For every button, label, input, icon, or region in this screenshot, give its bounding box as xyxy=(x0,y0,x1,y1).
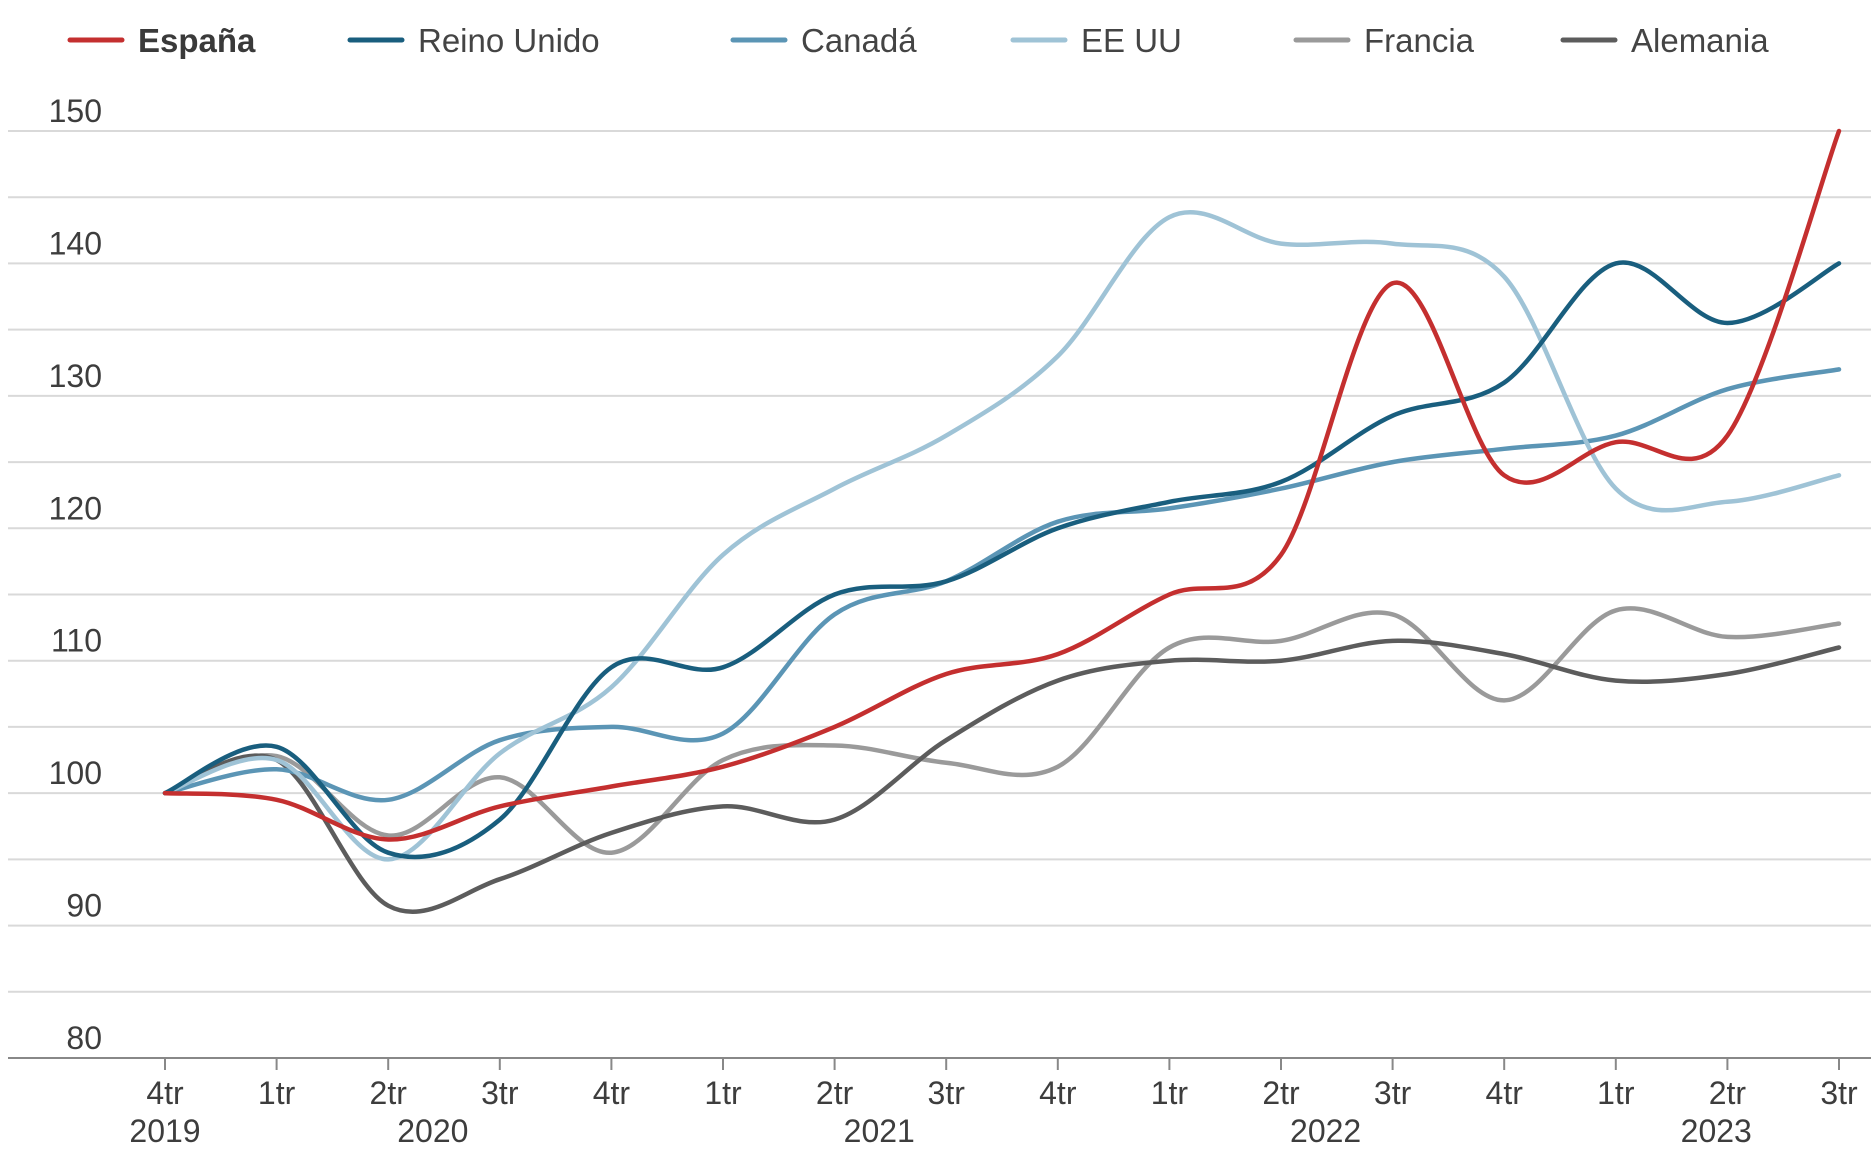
series-line-ee-uu xyxy=(162,209,1842,862)
x-tick-label: 1tr xyxy=(1151,1075,1189,1111)
x-year-label: 2021 xyxy=(844,1113,915,1149)
series-line-alemania xyxy=(162,638,1842,914)
y-tick-label: 150 xyxy=(49,93,102,129)
x-tick-label: 3tr xyxy=(1820,1075,1858,1111)
x-tick-label: 3tr xyxy=(928,1075,966,1111)
legend-label-francia: Francia xyxy=(1364,22,1475,59)
x-tick-label: 1tr xyxy=(258,1075,296,1111)
x-tick-label: 1tr xyxy=(1597,1075,1635,1111)
y-tick-label: 130 xyxy=(49,358,102,394)
y-tick-label: 110 xyxy=(51,623,102,659)
x-tick-label: 4tr xyxy=(1486,1075,1524,1111)
legend-label-espana: España xyxy=(138,22,256,59)
series-line-espana xyxy=(162,128,1842,842)
legend-label-alemania: Alemania xyxy=(1631,22,1769,59)
y-tick-label: 120 xyxy=(49,490,102,526)
legend-label-ee-uu: EE UU xyxy=(1081,22,1182,59)
series-line-francia xyxy=(162,606,1842,855)
x-year-label: 2019 xyxy=(129,1113,200,1149)
x-tick-label: 1tr xyxy=(704,1075,742,1111)
x-tick-label: 3tr xyxy=(481,1075,519,1111)
y-tick-label: 140 xyxy=(49,225,102,261)
legend-label-canada: Canadá xyxy=(801,22,917,59)
x-tick-label: 4tr xyxy=(1039,1075,1077,1111)
series-line-reino-unido xyxy=(162,260,1842,860)
y-tick-label: 90 xyxy=(66,888,102,924)
x-tick-label: 2tr xyxy=(1262,1075,1300,1111)
x-tick-label: 4tr xyxy=(593,1075,631,1111)
legend: España Reino Unido Canadá EE UU Francia Alema… xyxy=(67,22,1769,59)
y-tick-label: 80 xyxy=(66,1020,102,1056)
y-tick-label: 100 xyxy=(49,755,102,791)
x-tick-label: 2tr xyxy=(816,1075,854,1111)
series-lines xyxy=(162,128,1842,914)
x-tick-label: 4tr xyxy=(146,1075,184,1111)
x-tick-label: 2tr xyxy=(1709,1075,1747,1111)
x-tick-labels: 4tr 1tr 2tr 3tr 4tr 1tr 2tr 3tr 4tr 1tr 2tr 3tr 4tr 1… xyxy=(129,1058,1858,1149)
x-tick-label: 3tr xyxy=(1374,1075,1412,1111)
series-line-canada xyxy=(162,367,1842,803)
legend-label-reino-unido: Reino Unido xyxy=(418,22,600,59)
x-year-label: 2020 xyxy=(397,1113,468,1149)
x-year-label: 2022 xyxy=(1290,1113,1361,1149)
grid-layer xyxy=(8,130,1871,1059)
y-tick-labels: 80 90 100 110 120 130 140 150 xyxy=(49,93,102,1056)
x-tick-label: 2tr xyxy=(370,1075,408,1111)
x-year-label: 2023 xyxy=(1681,1113,1752,1149)
